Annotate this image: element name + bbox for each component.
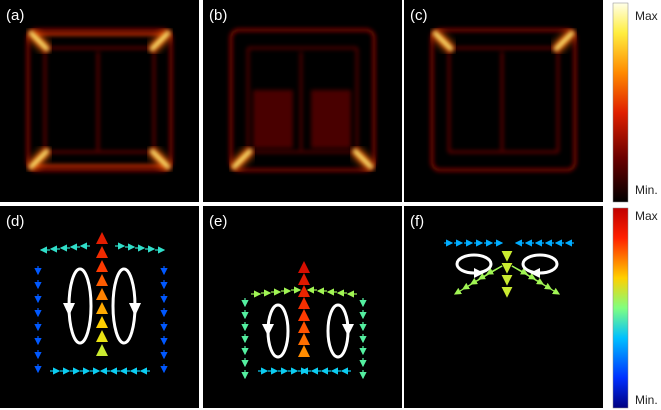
- panel: (d): [0, 206, 199, 408]
- panel-label: (e): [209, 213, 227, 230]
- inner-block: [253, 90, 293, 148]
- panels: (a) (b) (c) (d) (e) (f): [0, 0, 603, 408]
- panel-label: (f): [410, 213, 424, 230]
- panel-label: (a): [6, 7, 24, 24]
- colorbar-min: Min.: [635, 393, 658, 407]
- panel-label: (d): [6, 213, 24, 230]
- colorbar-min: Min.: [635, 183, 658, 197]
- inner-block: [311, 90, 351, 148]
- panel-label: (b): [209, 7, 227, 24]
- colorbar-heat: [613, 3, 628, 202]
- colorbar-jet: [613, 208, 628, 408]
- panel: (b): [203, 0, 402, 202]
- panel: (e): [203, 206, 402, 408]
- panel-bg: [0, 206, 199, 408]
- panel-label: (c): [410, 7, 428, 24]
- figure: (a) (b) (c) (d) (e) (f) Max Min. Max Min.: [0, 0, 661, 410]
- panel: (a): [0, 0, 199, 202]
- panel-bg: [203, 206, 402, 408]
- panel: (f): [404, 206, 603, 408]
- panel: (c): [404, 0, 603, 202]
- panel-bg: [404, 206, 603, 408]
- colorbar-max: Max: [635, 9, 658, 23]
- colorbar-max: Max: [635, 209, 658, 223]
